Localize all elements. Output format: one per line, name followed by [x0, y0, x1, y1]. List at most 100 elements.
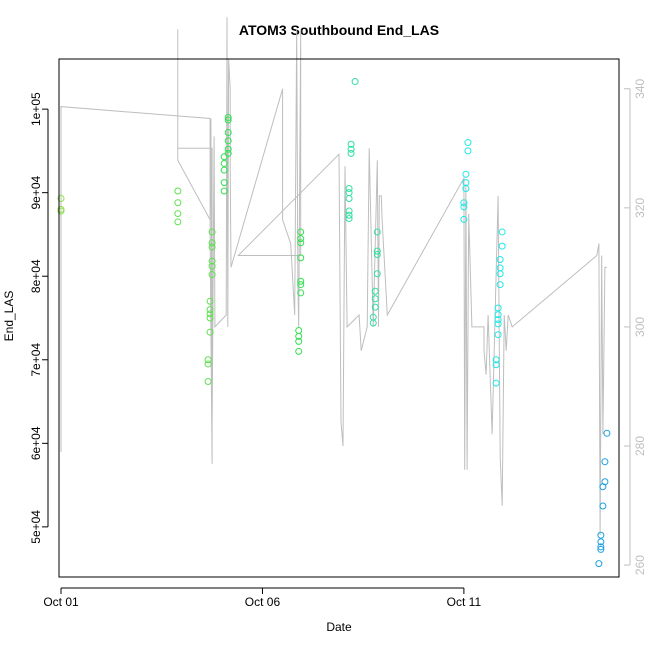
right-tick-label: 300	[633, 317, 647, 337]
data-point	[496, 281, 504, 289]
data-point	[204, 356, 212, 364]
data-point	[345, 195, 353, 203]
data-point	[373, 270, 381, 278]
data-point	[492, 361, 500, 369]
data-point	[208, 239, 216, 247]
chart-title: ATOM3 Southbound End_LAS	[239, 22, 439, 38]
x-tick-label: Oct 06	[245, 595, 281, 609]
data-point	[174, 187, 182, 195]
data-point	[498, 242, 506, 250]
y-tick-label: 5e+04	[29, 510, 43, 544]
right-tick-label: 320	[633, 198, 647, 218]
data-point	[373, 228, 381, 236]
data-point	[224, 145, 232, 153]
data-point	[220, 159, 228, 167]
data-point	[57, 207, 65, 215]
axes: Oct 01 Oct 06 Oct 11 5e+04 6e+04 7e+04 8e+04 9e…	[29, 78, 647, 609]
data-point	[204, 377, 212, 385]
data-point	[345, 185, 353, 192]
data-point	[297, 235, 305, 243]
y-tick-label: 8e+04	[29, 259, 43, 293]
data-point	[347, 149, 355, 157]
data-point	[206, 306, 214, 314]
data-point	[373, 251, 381, 259]
data-point	[224, 137, 232, 145]
y-tick-label: 6e+04	[29, 426, 43, 460]
right-tick-label: 260	[633, 555, 647, 575]
data-point	[297, 239, 305, 247]
data-point	[369, 319, 377, 327]
data-point	[464, 147, 472, 155]
data-point	[373, 247, 381, 255]
data-point	[174, 199, 182, 207]
data-point	[494, 320, 502, 328]
data-point	[295, 347, 303, 355]
data-point	[603, 429, 611, 437]
data-point	[208, 257, 216, 265]
x-axis-label: Date	[326, 620, 352, 634]
data-point	[224, 129, 232, 137]
data-point	[295, 337, 303, 345]
line-series	[60, 17, 607, 536]
data-point	[347, 145, 355, 153]
data-point	[57, 195, 65, 203]
data-point	[492, 379, 500, 387]
data-point	[460, 203, 468, 211]
data-point	[599, 502, 607, 510]
data-point	[460, 215, 468, 223]
data-point	[297, 254, 305, 262]
data-point	[601, 458, 609, 466]
plot-frame	[58, 58, 620, 578]
data-point	[174, 218, 182, 226]
data-point	[220, 179, 228, 187]
plot-area	[57, 17, 611, 568]
data-point	[462, 185, 470, 192]
data-point	[297, 228, 305, 236]
data-point	[494, 316, 502, 324]
data-point	[220, 153, 228, 161]
data-point	[494, 311, 502, 319]
data-point	[206, 328, 214, 336]
data-point	[494, 331, 502, 339]
data-point	[206, 297, 214, 305]
y-axis-label: End_LAS	[2, 291, 16, 342]
data-point	[345, 211, 353, 219]
data-point	[496, 256, 504, 264]
right-tick-label: 340	[633, 78, 647, 98]
data-point	[208, 271, 216, 279]
data-point	[208, 262, 216, 270]
data-point	[599, 483, 607, 491]
data-point	[345, 215, 353, 223]
data-point	[220, 187, 228, 195]
data-point	[464, 139, 472, 147]
data-point	[295, 332, 303, 340]
data-point	[220, 166, 228, 174]
data-point	[297, 289, 305, 297]
data-point	[597, 538, 605, 546]
data-point	[297, 281, 305, 289]
data-point	[208, 243, 216, 251]
data-point	[496, 270, 504, 278]
data-point	[208, 228, 216, 236]
data-point	[462, 170, 470, 178]
data-point	[595, 560, 603, 568]
data-point	[494, 304, 502, 312]
data-point	[347, 140, 355, 148]
data-point	[371, 287, 379, 295]
y-tick-label: 9e+04	[29, 175, 43, 209]
y-tick-label: 7e+04	[29, 343, 43, 377]
data-point	[204, 360, 212, 368]
data-point	[297, 277, 305, 285]
data-point	[492, 356, 500, 364]
data-point	[597, 543, 605, 551]
data-point	[460, 199, 468, 207]
data-point	[206, 310, 214, 318]
data-point	[597, 531, 605, 539]
x-tick-label: Oct 01	[43, 595, 79, 609]
data-point	[224, 113, 232, 121]
data-point	[371, 303, 379, 311]
data-point	[371, 295, 379, 303]
data-point	[597, 545, 605, 553]
y-tick-label: 1e+05	[29, 92, 43, 126]
